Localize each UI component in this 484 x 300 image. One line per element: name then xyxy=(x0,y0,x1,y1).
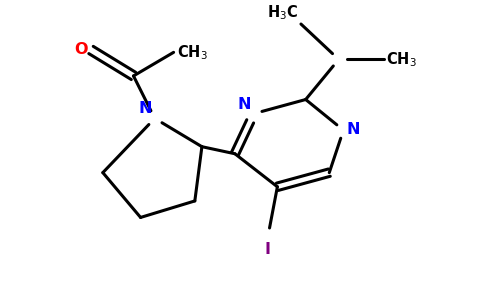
Text: N: N xyxy=(238,97,251,112)
Text: CH$_3$: CH$_3$ xyxy=(177,43,208,62)
Text: CH$_3$: CH$_3$ xyxy=(386,50,417,69)
Text: H$_3$C: H$_3$C xyxy=(268,3,299,22)
Text: O: O xyxy=(74,43,88,58)
Text: N: N xyxy=(347,122,360,137)
Text: N: N xyxy=(139,101,152,116)
Text: I: I xyxy=(265,242,271,257)
